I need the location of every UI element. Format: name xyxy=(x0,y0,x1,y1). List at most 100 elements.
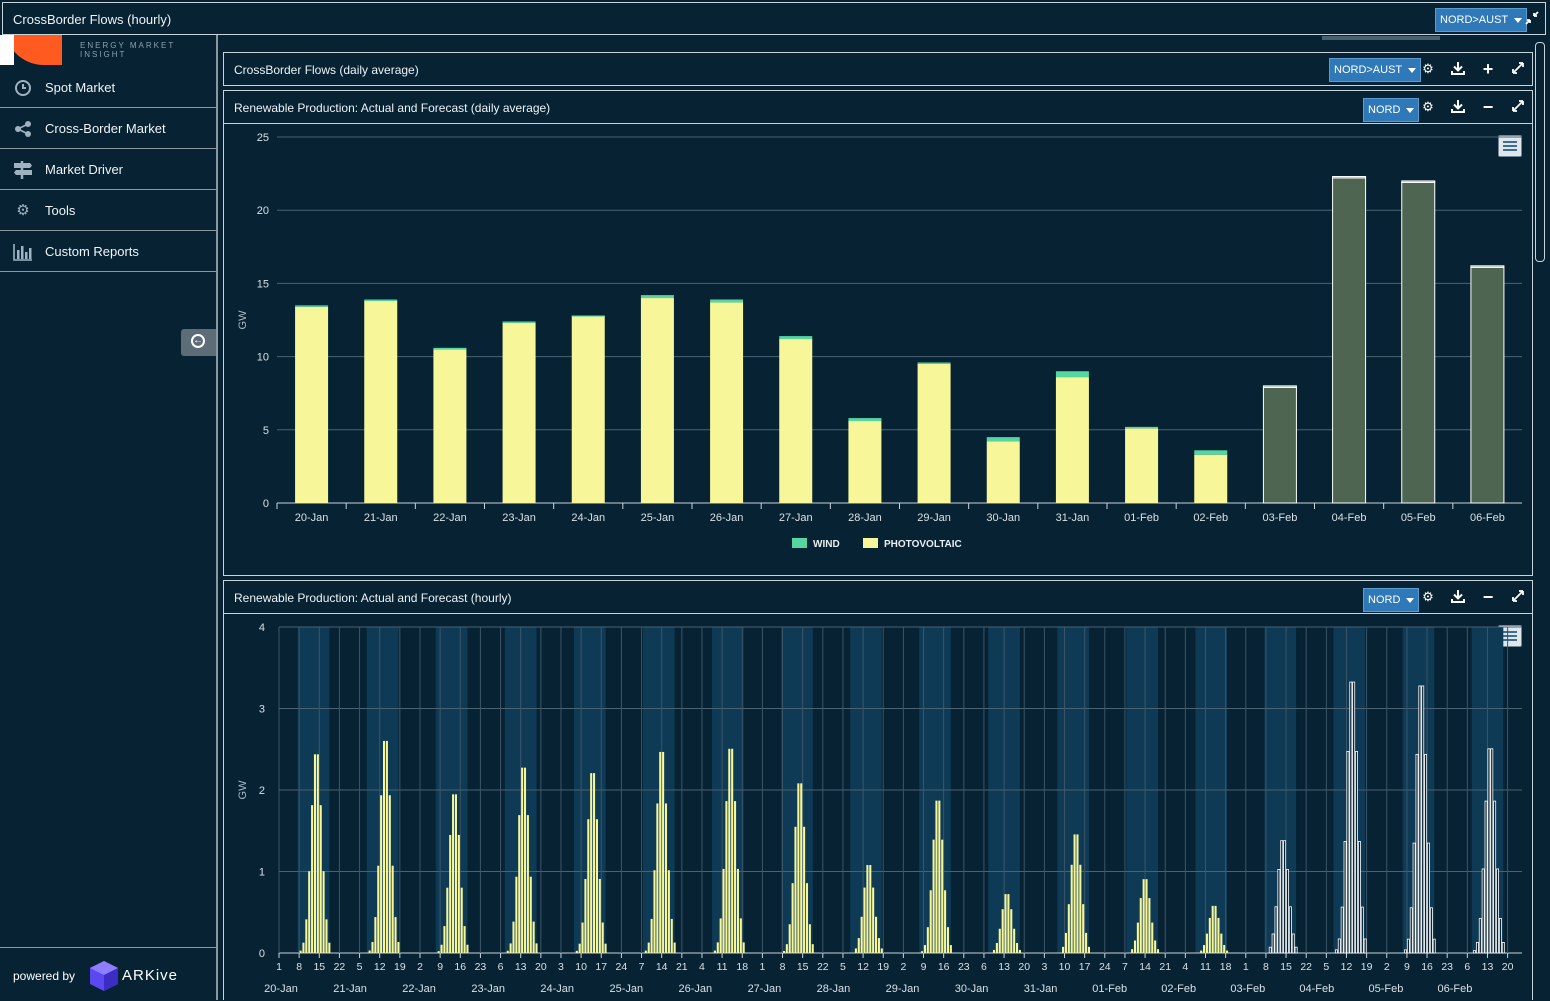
minus-icon[interactable]: − xyxy=(1482,97,1494,117)
x-tick-label-hour: 12 xyxy=(1341,961,1353,973)
x-tick-label-hour: 23 xyxy=(958,961,970,973)
hourly-bar xyxy=(1427,842,1430,954)
x-tick-label-hour: 1 xyxy=(759,961,765,973)
panel-selector-label: NORD xyxy=(1368,104,1401,116)
panel-selector[interactable]: NORD xyxy=(1363,98,1420,122)
hourly-bar xyxy=(670,918,673,953)
x-tick-label-day: 22-Jan xyxy=(402,983,436,995)
bar-photovoltaic xyxy=(640,298,674,503)
hourly-bar xyxy=(394,917,397,953)
hourly-bar xyxy=(1286,869,1289,954)
bar-wind xyxy=(848,418,882,422)
legend-label-photovoltaic: PHOTOVOLTAIC xyxy=(884,539,962,550)
x-tick-label: 26-Jan xyxy=(710,512,744,524)
hourly-bar xyxy=(1487,748,1491,954)
x-tick-label: 25-Jan xyxy=(641,512,675,524)
bar-wind xyxy=(1470,265,1505,268)
hourly-bar xyxy=(388,795,391,953)
collapse-sidebar-button[interactable]: ← xyxy=(181,329,216,356)
hourly-bar xyxy=(506,950,509,953)
expand-icon[interactable] xyxy=(1510,61,1526,77)
panel-selector[interactable]: NORD xyxy=(1363,588,1420,612)
hourly-bar xyxy=(1226,950,1229,953)
hourly-bar xyxy=(1200,950,1203,953)
gear-icon[interactable]: ⚙ xyxy=(1422,61,1434,76)
hourly-bar xyxy=(509,943,512,953)
sidebar-item-market-driver[interactable]: Market Driver xyxy=(0,150,216,190)
x-tick-label: 22-Jan xyxy=(433,512,467,524)
download-icon[interactable] xyxy=(1450,61,1466,77)
bar-photovoltaic xyxy=(986,441,1020,503)
hourly-bar xyxy=(457,834,460,953)
hourly-bar xyxy=(1067,904,1070,953)
powered-by-text: powered by xyxy=(13,969,76,983)
compress-icon[interactable] xyxy=(1524,11,1540,27)
bar-photovoltaic xyxy=(1125,428,1159,503)
panel-title: CrossBorder Flows (daily average) xyxy=(234,63,419,77)
gear-icon[interactable]: ⚙ xyxy=(1422,589,1434,604)
expand-icon[interactable] xyxy=(1510,99,1526,115)
sidebar-item-label: Spot Market xyxy=(45,80,116,95)
top-panel-selector[interactable]: NORD>AUST xyxy=(1435,8,1528,32)
x-tick-label-hour: 14 xyxy=(656,961,668,973)
hourly-bar xyxy=(1343,841,1347,954)
download-icon[interactable] xyxy=(1450,589,1466,605)
hourly-bar xyxy=(578,943,581,953)
x-tick-label-day: 06-Feb xyxy=(1438,983,1473,995)
hourly-bar xyxy=(1211,905,1214,953)
y-tick-label: 4 xyxy=(259,622,265,634)
x-tick-label-hour: 3 xyxy=(1041,961,1047,973)
chevron-down-icon xyxy=(1514,18,1523,23)
hourly-bar xyxy=(1205,933,1208,953)
hourly-bar xyxy=(437,951,440,953)
hourly-bar xyxy=(319,805,322,953)
bar-wind xyxy=(1401,180,1436,183)
hourly-bar xyxy=(791,883,794,953)
hourly-bar xyxy=(1406,938,1410,954)
hourly-bar xyxy=(1429,907,1433,954)
bar-wind xyxy=(571,315,605,317)
hourly-bar xyxy=(949,945,952,953)
page-scrollbar[interactable] xyxy=(1533,40,1547,1000)
panel-header: Renewable Production: Actual and Forecas… xyxy=(224,91,1532,124)
hidden-tab-strip xyxy=(1322,36,1440,40)
y-tick-label: 0 xyxy=(259,948,265,960)
bar-wind xyxy=(1055,371,1089,378)
arrow-left-circle-icon: ← xyxy=(191,334,205,348)
hourly-bar xyxy=(653,870,656,953)
panel-selector-label: NORD>AUST xyxy=(1334,64,1403,76)
scrollbar-thumb[interactable] xyxy=(1535,42,1545,262)
chart-menu-button[interactable] xyxy=(1498,135,1522,157)
x-tick-label-hour: 13 xyxy=(1482,961,1494,973)
x-tick-label-hour: 4 xyxy=(1182,961,1188,973)
hourly-bar xyxy=(921,951,924,953)
chevron-down-icon xyxy=(1406,598,1415,603)
sidebar-item-tools[interactable]: ⚙ Tools xyxy=(0,191,216,231)
panel-header: Renewable Production: Actual and Forecas… xyxy=(224,581,1532,614)
hourly-bar xyxy=(857,938,860,953)
sidebar-item-custom-reports[interactable]: Custom Reports xyxy=(0,232,216,272)
sidebar-item-spot-market[interactable]: Spot Market xyxy=(0,68,216,108)
bar-wind xyxy=(917,362,951,364)
hourly-bar xyxy=(1424,753,1428,954)
expand-icon[interactable] xyxy=(1510,589,1526,605)
hourly-bar xyxy=(713,950,716,953)
hourly-bar xyxy=(526,815,529,953)
x-tick-label-hour: 22 xyxy=(817,961,829,973)
panel-selector[interactable]: NORD>AUST xyxy=(1329,58,1422,82)
panel-title: Renewable Production: Actual and Forecas… xyxy=(234,591,512,605)
x-tick-label-hour: 12 xyxy=(374,961,386,973)
x-tick-label-day: 25-Jan xyxy=(609,983,643,995)
hourly-bar xyxy=(647,942,650,953)
x-tick-label-hour: 19 xyxy=(877,961,889,973)
minus-icon[interactable]: − xyxy=(1482,587,1494,607)
hourly-bar xyxy=(926,927,929,953)
hourly-bar xyxy=(1357,841,1361,954)
hourly-bar xyxy=(716,942,719,953)
download-icon[interactable] xyxy=(1450,99,1466,115)
x-tick-label-day: 21-Jan xyxy=(333,983,367,995)
sidebar-item-cross-border-market[interactable]: Cross-Border Market xyxy=(0,109,216,149)
x-tick-label-day: 31-Jan xyxy=(1024,983,1058,995)
plus-icon[interactable]: + xyxy=(1482,59,1494,79)
gear-icon[interactable]: ⚙ xyxy=(1422,99,1434,114)
